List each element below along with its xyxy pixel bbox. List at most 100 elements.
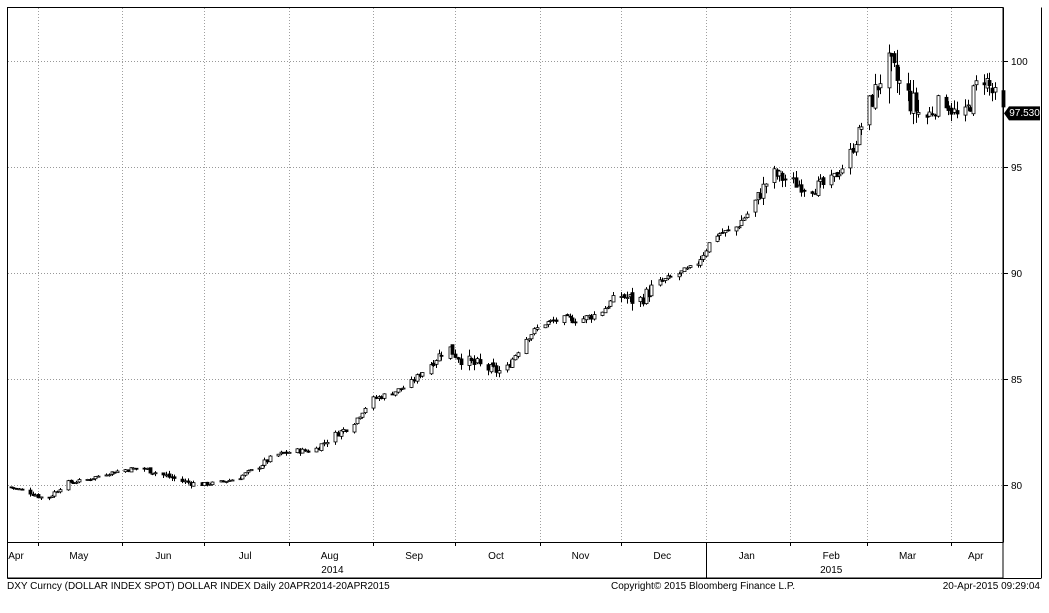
candle-body xyxy=(396,388,401,393)
candle-body xyxy=(611,295,616,303)
candle-body xyxy=(145,467,150,470)
candle-body xyxy=(224,481,229,483)
candle-body xyxy=(873,84,878,109)
footer-right: 20-Apr-2015 09:29:04 xyxy=(943,581,1041,592)
candle-body xyxy=(401,387,406,390)
candle-body xyxy=(276,453,281,457)
candle-body xyxy=(66,480,71,491)
x-month-label: Apr xyxy=(968,551,984,562)
candle-body xyxy=(974,80,979,86)
candle-body xyxy=(791,177,796,180)
candle-body xyxy=(450,344,455,355)
candle-body xyxy=(813,193,818,196)
candle-body xyxy=(987,80,992,86)
candle-body xyxy=(963,106,968,116)
x-month-label: Dec xyxy=(653,551,671,562)
candle-body xyxy=(36,494,41,499)
candle-body xyxy=(456,357,461,360)
candle-body xyxy=(573,321,578,324)
candle-body xyxy=(69,479,74,483)
candle-body xyxy=(306,450,311,453)
candle-body xyxy=(148,467,153,474)
candle-body xyxy=(859,126,864,130)
candle-body xyxy=(475,358,480,364)
candle-body xyxy=(933,114,938,117)
candle-body xyxy=(52,491,57,497)
candle-body xyxy=(129,467,134,473)
candle-body xyxy=(704,250,709,257)
candle-body xyxy=(897,79,902,84)
candle-body xyxy=(993,87,998,93)
candle-body xyxy=(260,465,265,469)
candle-body xyxy=(936,95,941,117)
candle-body xyxy=(77,479,82,483)
candle-body xyxy=(717,233,722,236)
candle-body xyxy=(570,317,575,324)
candle-body xyxy=(799,184,804,193)
candle-body xyxy=(677,273,682,278)
candle-body xyxy=(780,172,785,181)
candle-body xyxy=(202,482,207,486)
candle-body xyxy=(344,429,349,432)
candle-body xyxy=(478,359,483,365)
candle-body xyxy=(243,472,248,476)
candle-body xyxy=(205,481,210,486)
candle-body xyxy=(325,442,330,445)
y-tick-label: 95 xyxy=(1011,163,1023,174)
candle-body xyxy=(794,177,799,188)
candle-body xyxy=(164,474,169,477)
candle-body xyxy=(459,358,464,366)
candle-body xyxy=(802,189,807,192)
candle-body xyxy=(409,379,414,388)
candle-body xyxy=(726,229,731,232)
candle-body xyxy=(600,311,605,316)
last-price-tag xyxy=(1004,106,1040,121)
candle-body xyxy=(551,319,556,322)
candle-body xyxy=(854,144,859,153)
candle-body xyxy=(172,476,177,479)
candle-body xyxy=(472,359,477,365)
candle-body xyxy=(494,365,499,373)
y-tick-label: 100 xyxy=(1011,57,1028,68)
candle-body xyxy=(764,183,769,187)
candle-body xyxy=(104,474,109,477)
candle-body xyxy=(625,297,630,299)
candle-body xyxy=(543,324,548,329)
candle-body xyxy=(74,481,79,484)
candle-body xyxy=(33,494,38,497)
candle-body xyxy=(355,417,360,425)
candle-body xyxy=(230,479,235,482)
candle-body xyxy=(210,481,215,486)
candle-body xyxy=(816,180,821,196)
candle-body xyxy=(497,370,502,374)
candle-body xyxy=(58,489,63,493)
candle-body xyxy=(761,183,766,199)
candle-body xyxy=(701,254,706,260)
candle-body xyxy=(739,219,744,226)
candle-body xyxy=(150,472,155,475)
candle-body xyxy=(565,314,570,317)
candle-body xyxy=(688,265,693,268)
candle-body xyxy=(262,459,267,466)
candle-body xyxy=(524,338,529,354)
candle-body xyxy=(679,270,684,274)
candle-body xyxy=(707,242,712,253)
candle-body xyxy=(840,168,845,174)
candle-body xyxy=(745,213,750,218)
candle-body xyxy=(363,407,368,414)
candle-body xyxy=(660,280,665,282)
x-month-label: Jun xyxy=(155,551,171,562)
y-tick-label: 85 xyxy=(1011,375,1023,386)
candle-body xyxy=(390,393,395,396)
candle-body xyxy=(287,451,292,454)
candle-body xyxy=(584,315,589,321)
x-month-label: Feb xyxy=(823,551,841,562)
candle-body xyxy=(374,396,379,399)
candle-body xyxy=(319,443,324,451)
candle-body xyxy=(115,470,120,474)
candle-body xyxy=(720,232,725,234)
candle-body xyxy=(952,108,957,113)
candle-body xyxy=(429,364,434,375)
candle-body xyxy=(412,379,417,382)
